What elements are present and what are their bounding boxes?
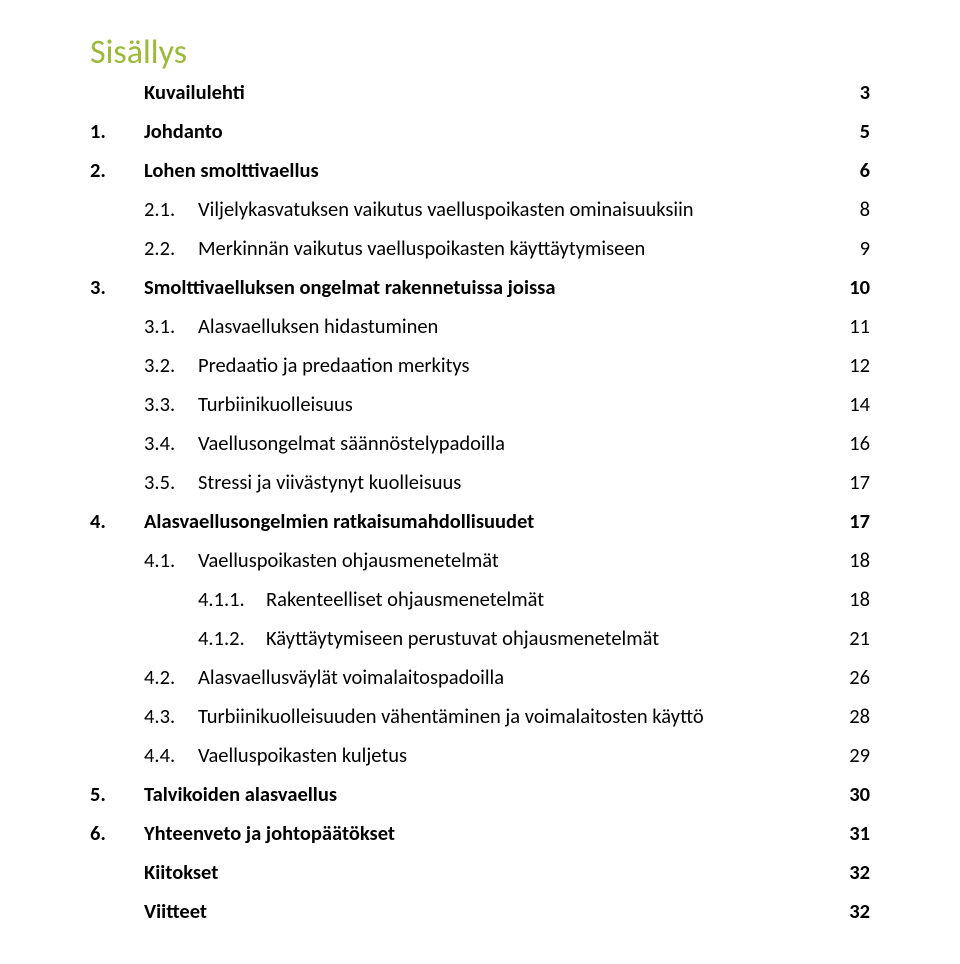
- toc-entry-label: Johdanto: [144, 118, 836, 144]
- toc-entry[interactable]: 1.Johdanto5: [90, 118, 870, 144]
- toc-entry-label: Talvikoiden alasvaellus: [144, 781, 836, 807]
- toc-entry-page: 18: [836, 586, 870, 612]
- toc-entry-number: 3.: [90, 274, 144, 300]
- toc-entry-number: 2.: [90, 157, 144, 183]
- toc-entry-page: 31: [836, 820, 870, 846]
- toc-entry-page: 30: [836, 781, 870, 807]
- toc-entry-label: Yhteenveto ja johtopäätökset: [144, 820, 836, 846]
- toc-entry-page: 32: [836, 898, 870, 924]
- toc-entry[interactable]: 4.Alasvaellusongelmien ratkaisumahdollis…: [90, 508, 870, 534]
- toc-entry[interactable]: 2.2.Merkinnän vaikutus vaelluspoikasten …: [90, 235, 870, 261]
- toc-entry[interactable]: 2.1.Viljelykasvatuksen vaikutus vaellusp…: [90, 196, 870, 222]
- toc-entry-page: 6: [836, 157, 870, 183]
- toc-entry[interactable]: 3.3.Turbiinikuolleisuus14: [90, 391, 870, 417]
- toc-entry-number: 2.2.: [90, 235, 198, 261]
- toc-entry-label: Turbiinikuolleisuuden vähentäminen ja vo…: [198, 703, 836, 729]
- toc-entry-page: 14: [836, 391, 870, 417]
- toc-entry-page: 17: [836, 469, 870, 495]
- toc-entry-label: Merkinnän vaikutus vaelluspoikasten käyt…: [198, 235, 836, 261]
- toc-entry[interactable]: 3.4.Vaellusongelmat säännöstelypadoilla1…: [90, 430, 870, 456]
- toc-entry-page: 10: [836, 274, 870, 300]
- toc-entry[interactable]: 3.1.Alasvaelluksen hidastuminen11: [90, 313, 870, 339]
- toc-entry[interactable]: 3.Smolttivaelluksen ongelmat rakennetuis…: [90, 274, 870, 300]
- toc-entry-label: Stressi ja viivästynyt kuolleisuus: [198, 469, 836, 495]
- toc-entry-page: 32: [836, 859, 870, 885]
- toc-entry-number: 4.: [90, 508, 144, 534]
- toc-entry-number: 3.4.: [90, 430, 198, 456]
- toc-entry-page: 3: [836, 79, 870, 105]
- toc-entry-label: Vaellusongelmat säännöstelypadoilla: [198, 430, 836, 456]
- toc-entry-page: 16: [836, 430, 870, 456]
- toc-entry-number: 3.3.: [90, 391, 198, 417]
- toc-title: Sisällys: [90, 32, 870, 73]
- toc-entry-label: Alasvaelluksen hidastuminen: [198, 313, 836, 339]
- toc-entry-label: Kuvailulehti: [144, 79, 836, 105]
- toc-entry-page: 21: [836, 625, 870, 651]
- toc-entry-label: Alasvaellusväylät voimalaitospadoilla: [198, 664, 836, 690]
- toc-entry[interactable]: Viitteet32: [90, 898, 870, 924]
- toc-entry-label: Vaelluspoikasten kuljetus: [198, 742, 836, 768]
- toc-entry-label: Predaatio ja predaation merkitys: [198, 352, 836, 378]
- toc-entry-number: 3.2.: [90, 352, 198, 378]
- toc-entry-label: Turbiinikuolleisuus: [198, 391, 836, 417]
- toc-entry[interactable]: 4.1.Vaelluspoikasten ohjausmenetelmät18: [90, 547, 870, 573]
- toc-entry[interactable]: 3.5.Stressi ja viivästynyt kuolleisuus17: [90, 469, 870, 495]
- toc-entry[interactable]: 2.Lohen smolttivaellus6: [90, 157, 870, 183]
- toc-entry-label: Vaelluspoikasten ohjausmenetelmät: [198, 547, 836, 573]
- toc-entry-page: 17: [836, 508, 870, 534]
- toc-entry-label: Lohen smolttivaellus: [144, 157, 836, 183]
- toc-entry-number: 4.1.: [90, 547, 198, 573]
- toc-entry-label: Viljelykasvatuksen vaikutus vaelluspoika…: [198, 196, 836, 222]
- toc-entry-number: 4.3.: [90, 703, 198, 729]
- toc-entry-number: 5.: [90, 781, 144, 807]
- toc-entry[interactable]: Kuvailulehti3: [90, 79, 870, 105]
- toc-entry[interactable]: 4.1.1.Rakenteelliset ohjausmenetelmät18: [90, 586, 870, 612]
- toc-entry-page: 5: [836, 118, 870, 144]
- toc-entry-number: 3.1.: [90, 313, 198, 339]
- toc-entry-label: Käyttäytymiseen perustuvat ohjausmenetel…: [266, 625, 836, 651]
- toc-entry-label: Rakenteelliset ohjausmenetelmät: [266, 586, 836, 612]
- toc-entry-number: 1.: [90, 118, 144, 144]
- toc-entry-page: 9: [836, 235, 870, 261]
- toc-entry[interactable]: 6.Yhteenveto ja johtopäätökset31: [90, 820, 870, 846]
- toc-entry-page: 12: [836, 352, 870, 378]
- toc-entry[interactable]: 4.3.Turbiinikuolleisuuden vähentäminen j…: [90, 703, 870, 729]
- table-of-contents: Kuvailulehti3 1.Johdanto5 2.Lohen smolttiv…: [90, 79, 870, 924]
- toc-entry[interactable]: 4.4.Vaelluspoikasten kuljetus29: [90, 742, 870, 768]
- toc-entry-page: 26: [836, 664, 870, 690]
- toc-entry-label: Kiitokset: [144, 859, 836, 885]
- toc-entry[interactable]: 3.2.Predaatio ja predaation merkitys12: [90, 352, 870, 378]
- toc-entry[interactable]: Kiitokset32: [90, 859, 870, 885]
- toc-entry-number: 6.: [90, 820, 144, 846]
- toc-entry-page: 28: [836, 703, 870, 729]
- toc-entry-number: 4.2.: [90, 664, 198, 690]
- toc-entry-page: 29: [836, 742, 870, 768]
- toc-entry-page: 11: [836, 313, 870, 339]
- toc-entry[interactable]: 5.Talvikoiden alasvaellus30: [90, 781, 870, 807]
- toc-entry-number: 2.1.: [90, 196, 198, 222]
- toc-entry-page: 18: [836, 547, 870, 573]
- toc-entry-number: 3.5.: [90, 469, 198, 495]
- toc-entry-number: 4.4.: [90, 742, 198, 768]
- toc-entry-number: 4.1.1.: [90, 586, 266, 612]
- toc-entry[interactable]: 4.2.Alasvaellusväylät voimalaitospadoill…: [90, 664, 870, 690]
- toc-entry-label: Alasvaellusongelmien ratkaisumahdollisuu…: [144, 508, 836, 534]
- toc-entry[interactable]: 4.1.2.Käyttäytymiseen perustuvat ohjausm…: [90, 625, 870, 651]
- toc-entry-page: 8: [836, 196, 870, 222]
- toc-entry-label: Smolttivaelluksen ongelmat rakennetuissa…: [144, 274, 836, 300]
- toc-entry-number: 4.1.2.: [90, 625, 266, 651]
- toc-entry-label: Viitteet: [144, 898, 836, 924]
